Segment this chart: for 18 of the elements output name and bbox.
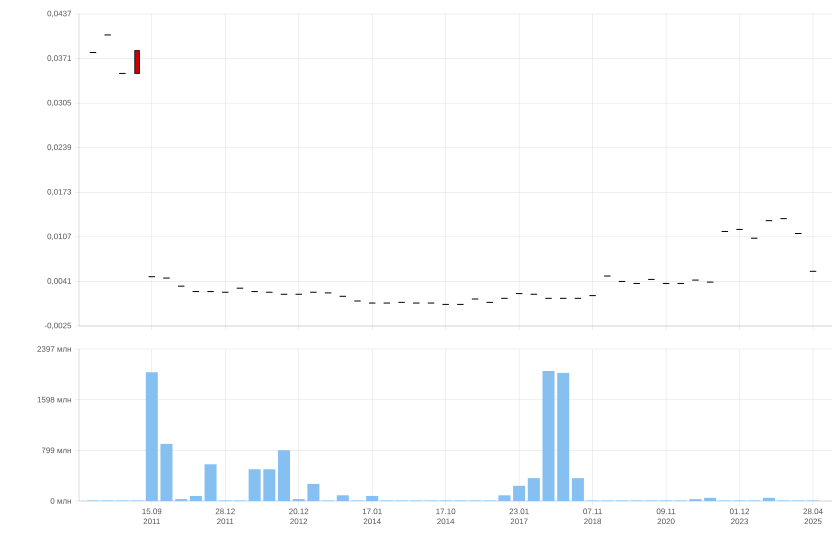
bar	[528, 478, 540, 502]
bar	[160, 444, 172, 502]
bar	[366, 496, 378, 502]
bar	[190, 496, 202, 502]
bar	[248, 469, 261, 502]
bar	[572, 478, 584, 502]
bar	[513, 486, 526, 502]
bar	[336, 495, 349, 502]
bar	[704, 498, 716, 502]
bar	[762, 498, 775, 502]
bar	[542, 371, 555, 502]
bar	[278, 450, 290, 502]
bar	[146, 372, 158, 502]
bar	[204, 464, 217, 502]
bar	[263, 469, 276, 502]
bar	[307, 484, 320, 502]
bar	[498, 495, 510, 502]
bar	[557, 372, 570, 502]
